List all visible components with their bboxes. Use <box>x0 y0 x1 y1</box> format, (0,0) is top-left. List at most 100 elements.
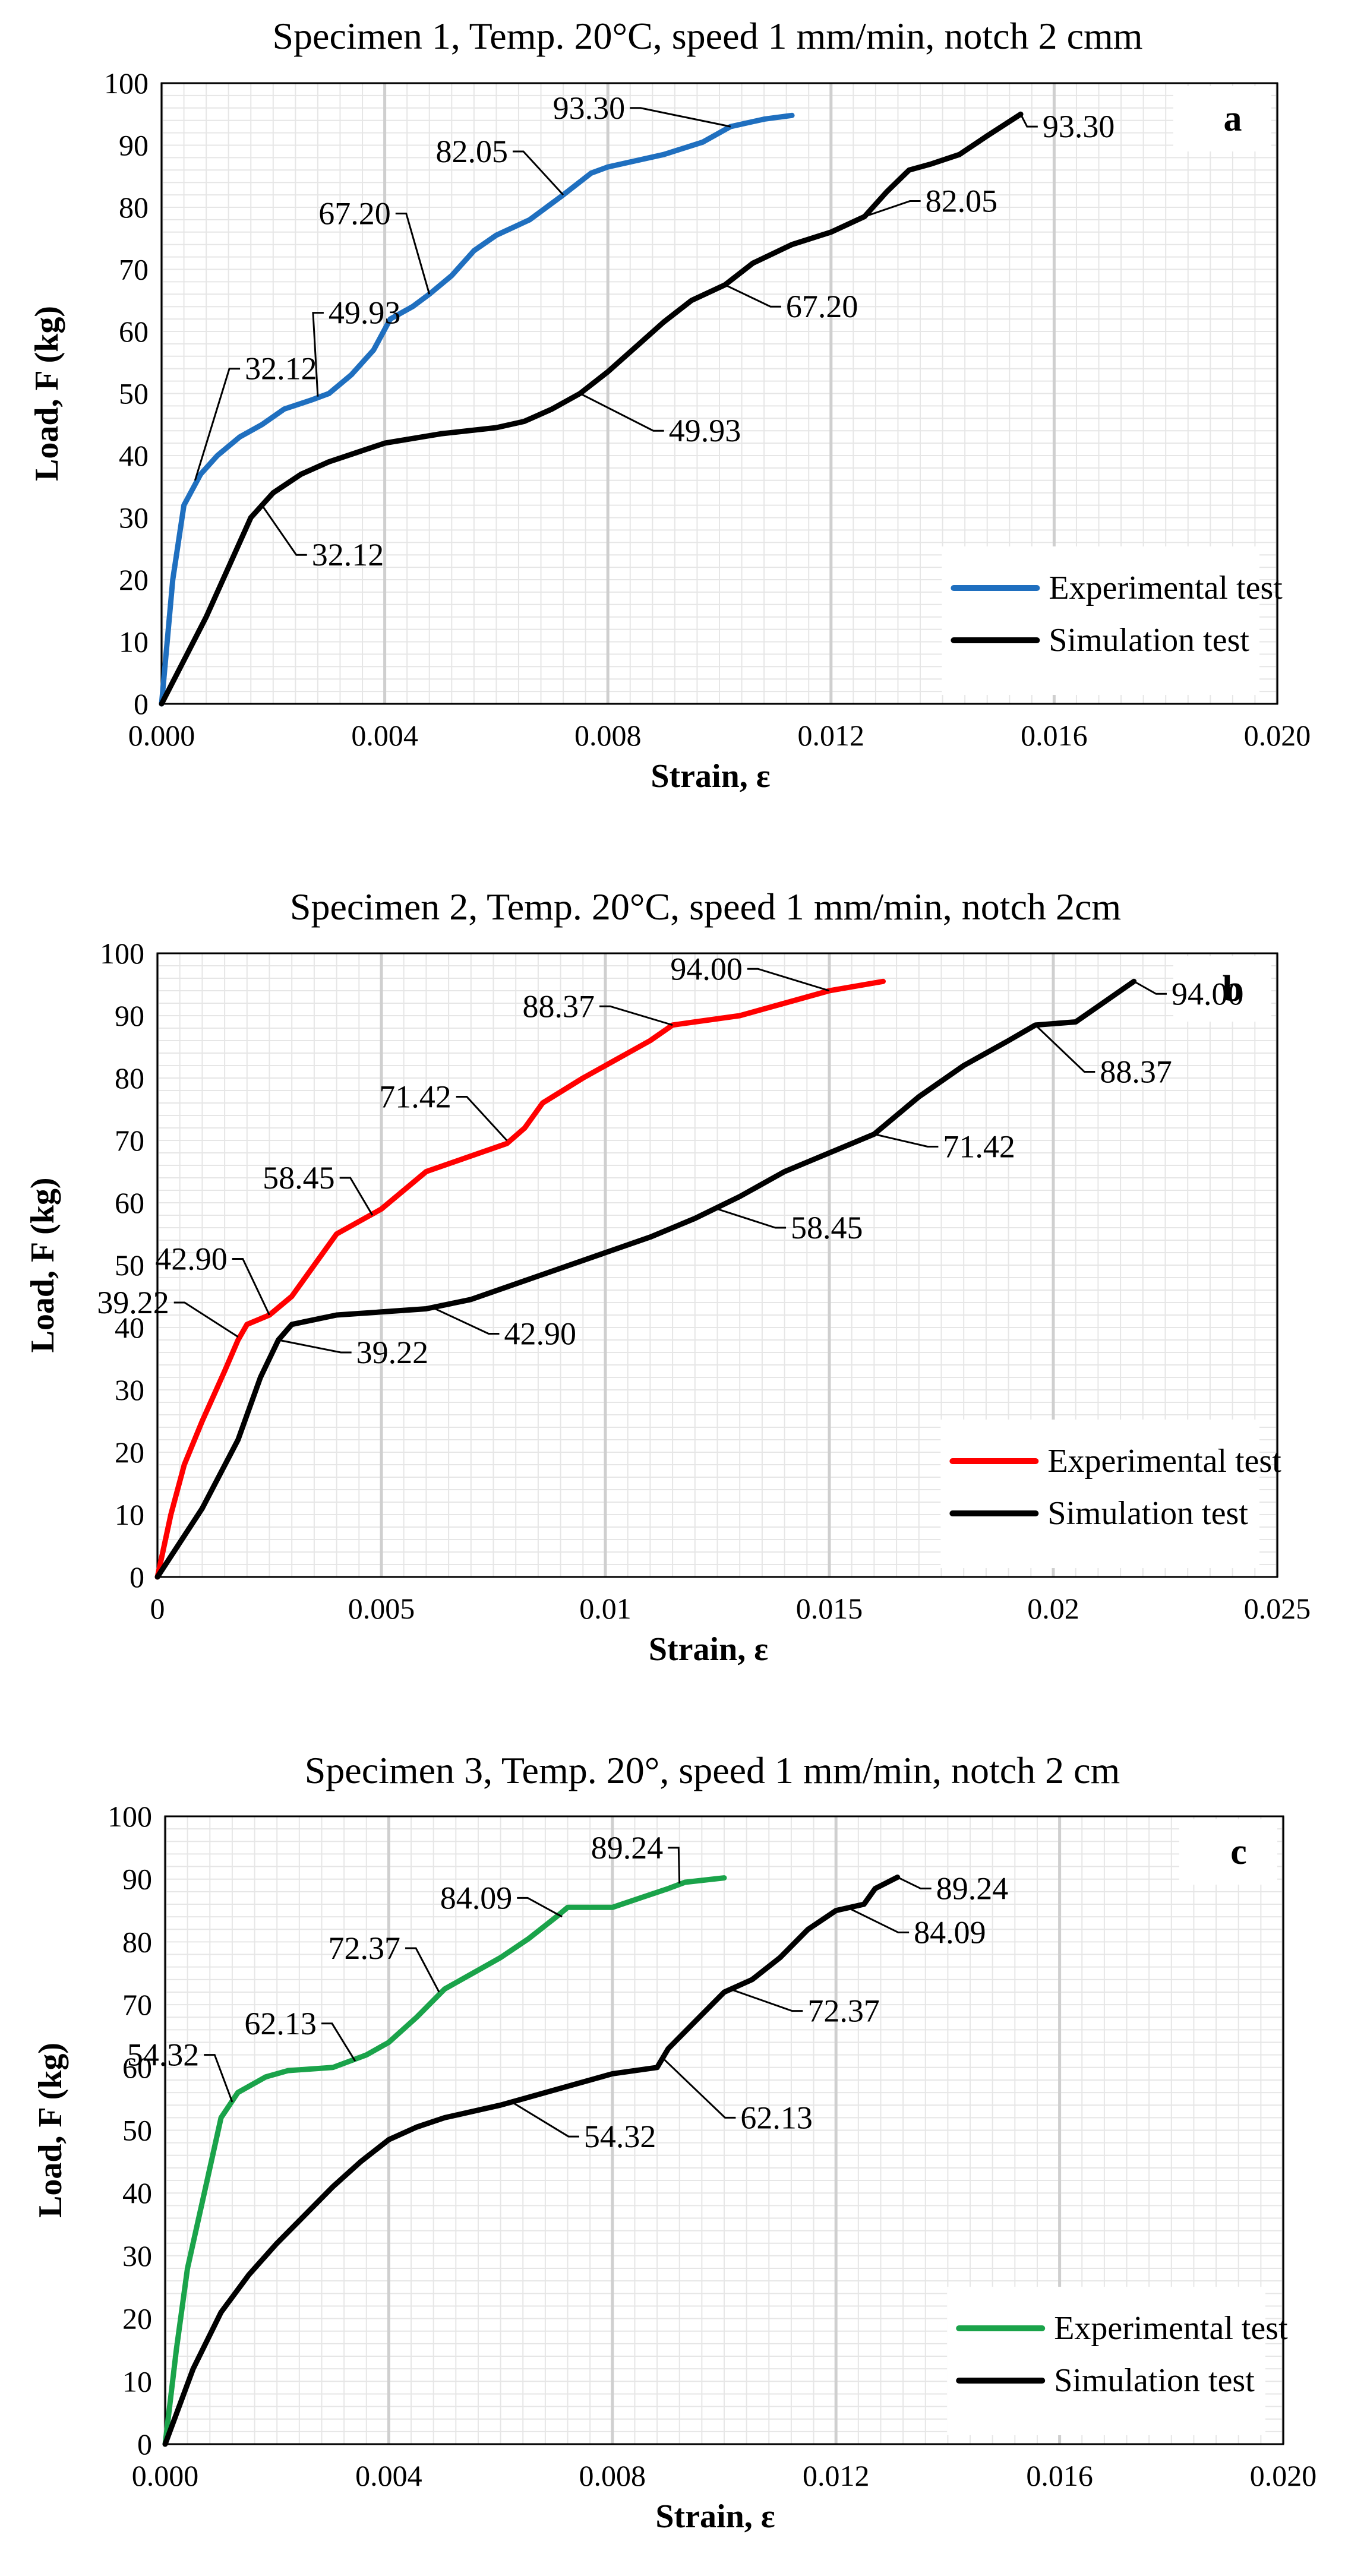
x-tick-label: 0.000 <box>132 2459 199 2492</box>
x-tick-label: 0.000 <box>128 719 195 752</box>
y-tick-label: 20 <box>122 2302 152 2335</box>
annotation-label: 82.05 <box>435 134 508 169</box>
panel-label: b <box>1223 969 1243 1009</box>
panel-label: a <box>1224 99 1242 139</box>
annotation-label: 72.37 <box>329 1930 401 1966</box>
annotation-leader <box>1019 113 1038 128</box>
chart-title: Specimen 2, Temp. 20°C, speed 1 mm/min, … <box>290 886 1121 928</box>
annotation-label: 84.09 <box>914 1915 986 1951</box>
chart-title: Specimen 1, Temp. 20°C, speed 1 mm/min, … <box>272 15 1142 57</box>
annotations: 54.32 62.13 72.37 84.09 89.24 54.32 62.13 72.37… <box>127 1830 1008 2154</box>
annotation-leader <box>847 1906 910 1934</box>
y-tick-label: 60 <box>122 2051 152 2084</box>
x-axis-title: Strain, ε <box>651 758 770 795</box>
y-axis-title: Load, F (kg) <box>24 1177 61 1352</box>
annotation-label: 54.32 <box>127 2037 200 2073</box>
y-tick-label: 70 <box>115 1124 144 1157</box>
y-tick-label: 50 <box>115 1249 144 1282</box>
annotation-leader <box>232 1258 270 1316</box>
x-tick-label: 0.025 <box>1244 1592 1311 1625</box>
panel-label: c <box>1230 1832 1247 1872</box>
annotation-leader <box>434 1308 500 1335</box>
y-tick-label: 0 <box>137 2428 152 2461</box>
annotation-label: 94.00 <box>670 951 743 987</box>
x-tick-label: 0.016 <box>1026 2459 1093 2492</box>
y-tick-label: 10 <box>122 2365 152 2398</box>
annotation-leader <box>511 2101 579 2138</box>
annotation-leader <box>321 2022 356 2062</box>
plot-frame <box>160 82 1278 705</box>
y-tick-label: 90 <box>119 129 149 162</box>
x-axis-title: Strain, ε <box>649 1631 768 1668</box>
annotation-label: 88.37 <box>1100 1054 1172 1090</box>
annotation-leader <box>729 1988 803 2012</box>
x-tick-label: 0.008 <box>579 2459 646 2492</box>
annotation-leader <box>897 1876 932 1890</box>
y-tick-label: 80 <box>122 1925 152 1958</box>
y-tick-label: 50 <box>122 2114 152 2147</box>
annotation-leader <box>395 212 431 295</box>
x-tick-label: 0.02 <box>1027 1592 1079 1625</box>
panel-label-bg <box>1173 956 1271 1022</box>
annotation-label: 54.32 <box>584 2119 656 2154</box>
legend-entry: Simulation test <box>1047 1495 1248 1532</box>
y-tick-label: 90 <box>115 999 144 1032</box>
y-tick-label: 50 <box>119 377 149 410</box>
legend-entry: Simulation test <box>1049 622 1249 659</box>
series-line-simulation <box>159 111 1024 707</box>
y-tick-label: 20 <box>115 1436 144 1469</box>
annotation-label: 32.12 <box>312 537 384 573</box>
annotation-leader <box>717 1208 787 1229</box>
annotation-leader <box>339 1177 374 1216</box>
annotation-leader <box>724 284 781 308</box>
annotation-label: 62.13 <box>244 2006 317 2041</box>
y-tick-label: 70 <box>119 253 149 286</box>
panel-label-bg <box>1179 1819 1277 1885</box>
x-tick-label: 0 <box>150 1592 165 1625</box>
chart-panel-c: Specimen 3, Temp. 20°, speed 1 mm/min, n… <box>32 1749 1316 2535</box>
y-tick-label: 40 <box>115 1311 144 1344</box>
annotation-leader <box>261 504 307 556</box>
annotation-leader <box>194 368 241 481</box>
y-tick-label: 60 <box>115 1186 144 1219</box>
legend-entry: Simulation test <box>1054 2362 1255 2399</box>
y-tick-label: 60 <box>119 315 149 348</box>
annotation-leader <box>579 393 664 432</box>
annotation-leader <box>1133 980 1167 995</box>
y-tick-label: 30 <box>115 1373 144 1406</box>
annotation-label: 71.42 <box>943 1129 1015 1165</box>
annotation-leader <box>204 2054 233 2103</box>
legend-entry: Experimental test <box>1054 2310 1288 2347</box>
x-tick-label: 0.016 <box>1021 719 1088 752</box>
series-line-simulation <box>154 978 1137 1580</box>
y-tick-label: 10 <box>119 625 149 659</box>
annotation-label: 89.24 <box>591 1830 664 1866</box>
x-tick-label: 0.012 <box>798 719 865 752</box>
annotation-label: 94.00 <box>1172 976 1244 1012</box>
legend-entry: Experimental test <box>1049 570 1283 606</box>
annotation-label: 58.45 <box>263 1160 335 1196</box>
annotation-label: 67.20 <box>786 289 858 324</box>
annotation-label: 62.13 <box>740 2100 813 2135</box>
y-tick-label: 90 <box>122 1863 152 1896</box>
annotations: 39.22 42.90 58.45 71.42 88.37 94.00 39.22 42.90… <box>97 951 1243 1370</box>
annotation-leader <box>747 968 830 992</box>
annotation-label: 71.42 <box>379 1079 452 1115</box>
x-tick-label: 0.020 <box>1250 2459 1317 2492</box>
annotation-label: 82.05 <box>926 184 998 219</box>
y-tick-label: 10 <box>115 1498 144 1531</box>
annotation-label: 39.22 <box>356 1335 429 1370</box>
annotation-label: 49.93 <box>329 295 401 331</box>
annotation-leader <box>599 1005 673 1026</box>
chart-panel-b: Specimen 2, Temp. 20°C, speed 1 mm/min, … <box>24 886 1311 1668</box>
legend-entry: Experimental test <box>1047 1443 1281 1480</box>
y-tick-label: 70 <box>122 1988 152 2021</box>
x-axis-title: Strain, ε <box>655 2498 775 2535</box>
annotation-leader <box>662 2057 736 2119</box>
x-tick-label: 0.004 <box>355 2459 422 2492</box>
legend-bg <box>940 1420 1259 1568</box>
chart-panel-a: Specimen 1, Temp. 20°C, speed 1 mm/min, … <box>29 15 1311 795</box>
annotation-leader <box>874 1133 939 1148</box>
x-tick-label: 0.020 <box>1244 719 1311 752</box>
